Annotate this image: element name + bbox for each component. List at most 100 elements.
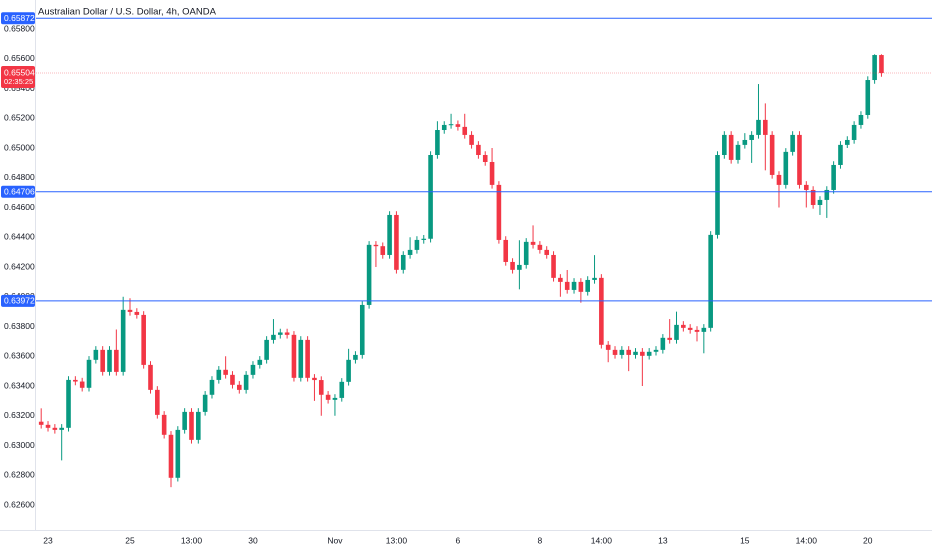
candle-body	[120, 309, 126, 372]
y-tick-label: 0.62600	[4, 499, 35, 509]
candle-body	[858, 114, 864, 125]
x-tick-label: 23	[43, 535, 53, 545]
candle-body	[257, 359, 263, 365]
candle-body	[277, 332, 283, 335]
candle-body	[134, 311, 140, 315]
candle-body	[728, 134, 734, 160]
candle-body	[209, 379, 215, 395]
candle-body	[517, 264, 522, 270]
candle-body	[756, 119, 761, 135]
candle-body	[742, 139, 748, 145]
y-tick-label: 0.63000	[4, 440, 35, 450]
candle-body	[530, 241, 536, 245]
candle-body	[93, 349, 99, 360]
candle-body	[571, 281, 577, 290]
candle-body	[168, 434, 174, 478]
candle-body	[52, 427, 58, 430]
candle-body	[605, 344, 611, 350]
candle-body	[45, 424, 51, 428]
candle-body	[626, 349, 631, 355]
candle-body	[196, 411, 201, 440]
candle-body	[783, 151, 789, 185]
candle-body	[482, 154, 488, 162]
candle-body	[592, 277, 597, 280]
candle-body	[865, 80, 871, 115]
candle-body	[831, 164, 836, 190]
candle-body	[503, 239, 509, 262]
candle-body	[291, 334, 297, 378]
candle-body	[694, 329, 700, 332]
candle-body	[687, 327, 693, 330]
candle-body	[202, 394, 208, 412]
candle-body	[79, 381, 85, 388]
candle-body	[127, 309, 133, 312]
candle-body	[346, 359, 351, 382]
price-line-label: 0.65872	[4, 13, 35, 23]
candle-body	[667, 337, 672, 340]
price-line-label-box	[1, 294, 35, 307]
x-tick-label: 14:00	[796, 535, 818, 545]
candle-body	[776, 174, 782, 185]
y-tick-label: 0.64600	[4, 202, 35, 212]
candle-body	[305, 339, 310, 378]
candle-body	[366, 244, 372, 305]
candle-body	[585, 279, 590, 292]
candle-body	[359, 304, 365, 355]
y-tick-label: 0.64800	[4, 172, 35, 182]
x-tick-label: 30	[248, 535, 258, 545]
candle-body	[373, 244, 379, 247]
y-tick-label: 0.65600	[4, 53, 35, 63]
candle-body	[189, 411, 194, 440]
candle-body	[824, 189, 830, 200]
candle-body	[161, 414, 167, 435]
candle-body	[148, 364, 153, 390]
candle-body	[674, 324, 679, 340]
candle-body	[804, 184, 809, 190]
candle-body	[489, 161, 495, 185]
y-tick-label: 0.63200	[4, 410, 35, 420]
x-tick-label: 8	[538, 535, 543, 545]
candle-body	[73, 379, 78, 382]
x-tick-label: Nov	[327, 535, 343, 545]
y-tick-label: 0.65000	[4, 142, 35, 152]
candle-body	[701, 327, 707, 332]
candle-body	[476, 144, 481, 155]
price-line-label: 0.63972	[4, 296, 35, 306]
candle-body	[749, 134, 754, 140]
candle-body	[640, 351, 645, 356]
countdown-label: 02:35:25	[4, 77, 33, 86]
candle-body	[421, 238, 427, 240]
candle-body	[86, 359, 92, 388]
candle-body	[380, 246, 386, 255]
candle-body	[175, 429, 181, 478]
chart-title: Australian Dollar / U.S. Dollar, 4h, OAN…	[38, 7, 217, 18]
price-line-label: 0.64706	[4, 186, 35, 196]
x-tick-label: 20	[863, 535, 873, 545]
candle-body	[243, 374, 249, 390]
candle-body	[394, 214, 399, 270]
candle-body	[114, 349, 119, 372]
candle-body	[838, 144, 843, 165]
candle-body	[653, 349, 659, 352]
y-tick-label: 0.63600	[4, 351, 35, 361]
candle-body	[441, 124, 447, 131]
candle-body	[735, 144, 741, 160]
candle-body	[339, 381, 345, 398]
candle-body	[558, 277, 563, 282]
candle-body	[708, 234, 713, 328]
candle-body	[284, 332, 290, 335]
candle-body	[264, 339, 269, 360]
candle-body	[100, 349, 105, 372]
candle-body	[810, 189, 816, 205]
y-tick-label: 0.65200	[4, 113, 35, 123]
candle-body	[523, 241, 529, 265]
candle-body	[250, 364, 256, 375]
candle-body	[223, 369, 228, 375]
candle-body	[496, 184, 502, 240]
candle-body	[612, 349, 618, 355]
x-tick-label: 14:00	[591, 535, 613, 545]
candle-body	[216, 369, 222, 380]
y-tick-label: 0.62800	[4, 470, 35, 480]
